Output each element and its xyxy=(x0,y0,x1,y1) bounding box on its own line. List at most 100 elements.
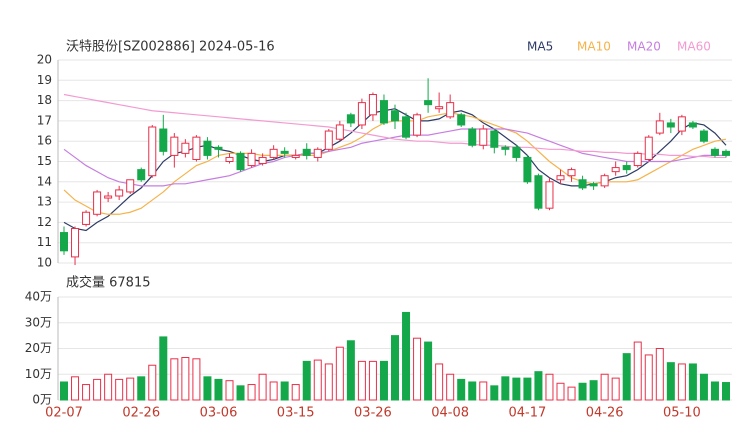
volume-bar xyxy=(457,378,466,401)
volume-bar xyxy=(170,358,179,401)
volume-bar xyxy=(203,376,212,401)
candle-body xyxy=(512,146,521,158)
candle-body xyxy=(214,146,223,150)
volume-title: 成交量 67815 xyxy=(66,275,151,291)
candle-body xyxy=(225,156,234,163)
candle-body xyxy=(60,232,68,252)
volume-bar xyxy=(302,360,311,401)
candle-body xyxy=(137,169,146,181)
volume-bar xyxy=(258,373,267,401)
volume-bar xyxy=(93,378,102,401)
candle-body xyxy=(556,175,565,181)
candle-body xyxy=(655,120,664,134)
candle-body xyxy=(534,175,543,209)
volume-bar xyxy=(402,311,411,401)
volume-bar xyxy=(181,357,190,401)
candle-body xyxy=(302,148,311,156)
candle-body xyxy=(335,124,344,140)
candle-body xyxy=(457,114,466,126)
y-tick-label: 30万 xyxy=(25,315,52,329)
volume-bar xyxy=(589,380,598,401)
candle-body xyxy=(578,179,587,189)
candle-body xyxy=(159,128,168,152)
candle-body xyxy=(490,130,499,148)
volume-bar xyxy=(291,384,300,401)
candle-body xyxy=(148,126,157,177)
candle-body xyxy=(291,154,300,158)
y-tick-label: 14 xyxy=(37,174,52,188)
candle-body xyxy=(413,114,422,136)
candle-body xyxy=(589,183,598,187)
y-tick-label: 40万 xyxy=(25,290,52,304)
volume-bar xyxy=(578,382,587,401)
y-tick-label: 0万 xyxy=(32,393,52,407)
volume-bar xyxy=(280,381,289,401)
candle-body xyxy=(258,156,267,165)
y-tick-label: 16 xyxy=(37,134,52,148)
volume-bar xyxy=(368,360,377,401)
volume-bar xyxy=(82,384,91,401)
y-tick-label: 12 xyxy=(37,215,52,229)
ma-line xyxy=(63,93,726,159)
candle-body xyxy=(313,148,322,158)
candle-body xyxy=(710,148,719,156)
x-tick-label: 04-08 xyxy=(431,406,469,421)
volume-bar xyxy=(159,336,168,401)
volume-bar xyxy=(512,377,521,401)
volume-bar xyxy=(534,371,543,401)
volume-bar xyxy=(424,341,433,401)
candle-body xyxy=(247,152,256,167)
volume-bar xyxy=(435,363,444,401)
volume-bar xyxy=(148,364,157,401)
x-tick-label: 04-26 xyxy=(586,406,624,421)
candle-body xyxy=(424,100,433,106)
y-tick-label: 15 xyxy=(37,154,52,168)
x-tick-label: 03-26 xyxy=(354,406,392,421)
candle-body xyxy=(236,152,245,171)
candle-body xyxy=(600,175,609,187)
candle-body xyxy=(104,195,113,199)
y-tick-label: 10 xyxy=(37,256,52,270)
y-tick-label: 18 xyxy=(37,93,52,107)
volume-bar xyxy=(137,376,146,401)
volume-bar xyxy=(644,354,653,401)
volume-bar xyxy=(501,376,510,401)
volume-bar xyxy=(633,341,642,401)
candle-body xyxy=(622,165,631,171)
y-tick-label: 19 xyxy=(37,73,52,87)
volume-bar xyxy=(600,373,609,401)
candle-body xyxy=(435,106,444,110)
candle-body xyxy=(269,148,278,158)
volume-bar xyxy=(313,359,322,401)
volume-bar xyxy=(545,373,554,401)
candle-body xyxy=(523,156,532,183)
candle-body xyxy=(501,146,510,150)
x-tick-label: 02-26 xyxy=(122,406,160,421)
volume-bar xyxy=(413,337,422,401)
candle-body xyxy=(346,114,355,124)
candle-body xyxy=(479,128,488,146)
candle-body xyxy=(545,181,554,209)
candle-body xyxy=(468,128,477,146)
volume-bar xyxy=(357,360,366,401)
y-tick-label: 20万 xyxy=(25,341,52,355)
candle-body xyxy=(71,227,80,258)
volume-bar xyxy=(391,335,399,401)
x-tick-label: 03-15 xyxy=(277,406,315,421)
y-tick-label: 20 xyxy=(37,53,52,67)
volume-bar xyxy=(666,362,675,401)
volume-bar xyxy=(622,353,631,401)
volume-bar xyxy=(60,381,68,401)
volume-bar xyxy=(468,381,477,401)
volume-bar xyxy=(335,346,344,401)
volume-bar xyxy=(71,376,80,401)
volume-bar xyxy=(236,385,245,401)
x-tick-label: 04-17 xyxy=(509,406,547,421)
candle-body xyxy=(446,102,455,118)
volume-bar xyxy=(346,340,355,401)
y-tick-label: 13 xyxy=(37,195,52,209)
candle-body xyxy=(391,110,399,122)
candle-body xyxy=(666,122,675,128)
volume-bar xyxy=(567,386,576,401)
